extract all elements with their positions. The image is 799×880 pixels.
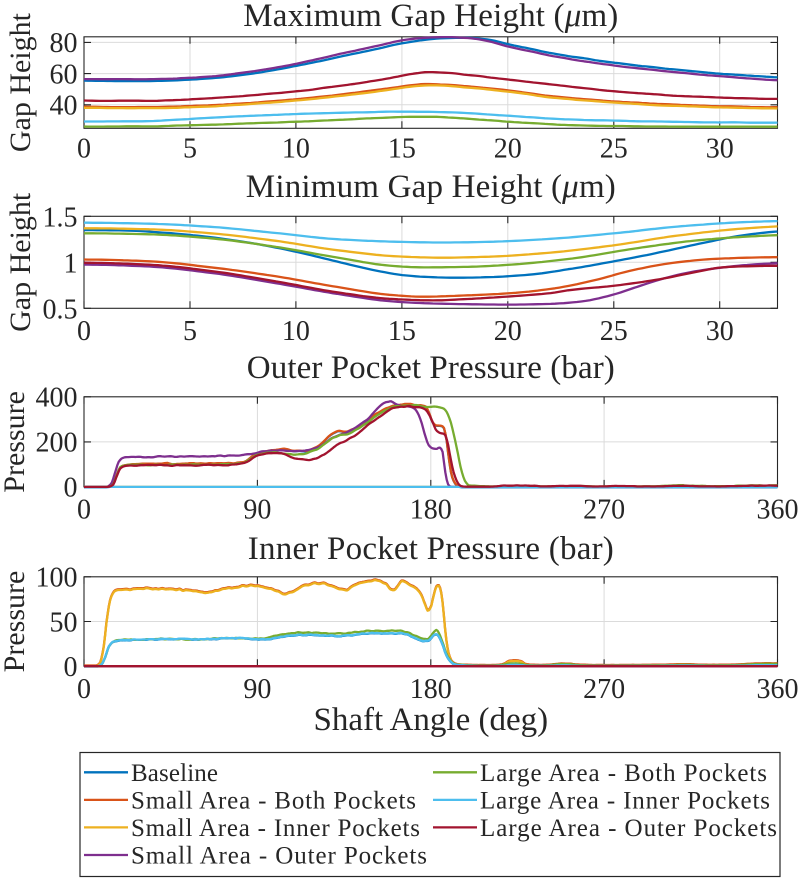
svg-text:400: 400 (36, 383, 78, 414)
svg-text:20: 20 (494, 316, 522, 347)
svg-text:0: 0 (77, 674, 91, 705)
svg-text:360: 360 (757, 674, 799, 705)
svg-text:30: 30 (706, 316, 734, 347)
svg-text:1: 1 (64, 249, 78, 280)
svg-text:Pressure: Pressure (0, 391, 31, 493)
svg-text:Baseline: Baseline (131, 760, 218, 787)
svg-text:10: 10 (282, 316, 310, 347)
svg-text:80: 80 (50, 28, 78, 59)
svg-text:25: 25 (600, 316, 628, 347)
svg-text:100: 100 (36, 563, 78, 594)
svg-text:25: 25 (600, 134, 628, 165)
svg-text:Maximum Gap Height (μm): Maximum Gap Height (μm) (243, 0, 618, 34)
svg-text:1.5: 1.5 (43, 203, 78, 234)
svg-text:5: 5 (183, 134, 197, 165)
svg-text:Pressure: Pressure (0, 571, 31, 673)
svg-text:50: 50 (50, 607, 78, 638)
svg-text:5: 5 (183, 316, 197, 347)
svg-text:Outer Pocket Pressure (bar): Outer Pocket Pressure (bar) (247, 350, 615, 386)
svg-text:Small Area - Inner Pockets: Small Area - Inner Pockets (131, 815, 420, 842)
svg-text:Inner Pocket Pressure (bar): Inner Pocket Pressure (bar) (248, 531, 614, 567)
svg-text:60: 60 (50, 59, 78, 90)
svg-text:270: 270 (583, 674, 625, 705)
svg-text:40: 40 (50, 91, 78, 122)
svg-text:90: 90 (243, 495, 271, 526)
svg-text:0.5: 0.5 (43, 295, 78, 326)
svg-text:Large Area - Inner Pockets: Large Area - Inner Pockets (480, 787, 770, 814)
svg-text:0: 0 (64, 473, 78, 504)
svg-text:0: 0 (64, 652, 78, 683)
svg-text:0: 0 (77, 316, 91, 347)
svg-text:0: 0 (77, 495, 91, 526)
svg-text:15: 15 (388, 134, 416, 165)
svg-text:Large Area - Outer Pockets: Large Area - Outer Pockets (480, 815, 777, 842)
svg-text:360: 360 (757, 495, 799, 526)
svg-text:Minimum Gap Height (μm): Minimum Gap Height (μm) (246, 169, 616, 205)
svg-text:200: 200 (36, 428, 78, 459)
svg-text:Gap Height: Gap Height (4, 12, 37, 152)
svg-text:Small Area - Both Pockets: Small Area - Both Pockets (131, 787, 416, 814)
svg-text:0: 0 (77, 134, 91, 165)
svg-text:Gap Height: Gap Height (4, 192, 37, 332)
svg-text:30: 30 (706, 134, 734, 165)
svg-text:Large Area - Both Pockets: Large Area - Both Pockets (480, 760, 767, 787)
svg-text:Shaft Angle (deg): Shaft Angle (deg) (313, 702, 548, 738)
svg-text:Small Area - Outer Pockets: Small Area - Outer Pockets (131, 843, 427, 870)
svg-text:90: 90 (243, 674, 271, 705)
svg-text:15: 15 (388, 316, 416, 347)
svg-text:10: 10 (282, 134, 310, 165)
svg-text:180: 180 (410, 495, 452, 526)
svg-text:270: 270 (583, 495, 625, 526)
svg-text:20: 20 (494, 134, 522, 165)
svg-text:180: 180 (410, 674, 452, 705)
